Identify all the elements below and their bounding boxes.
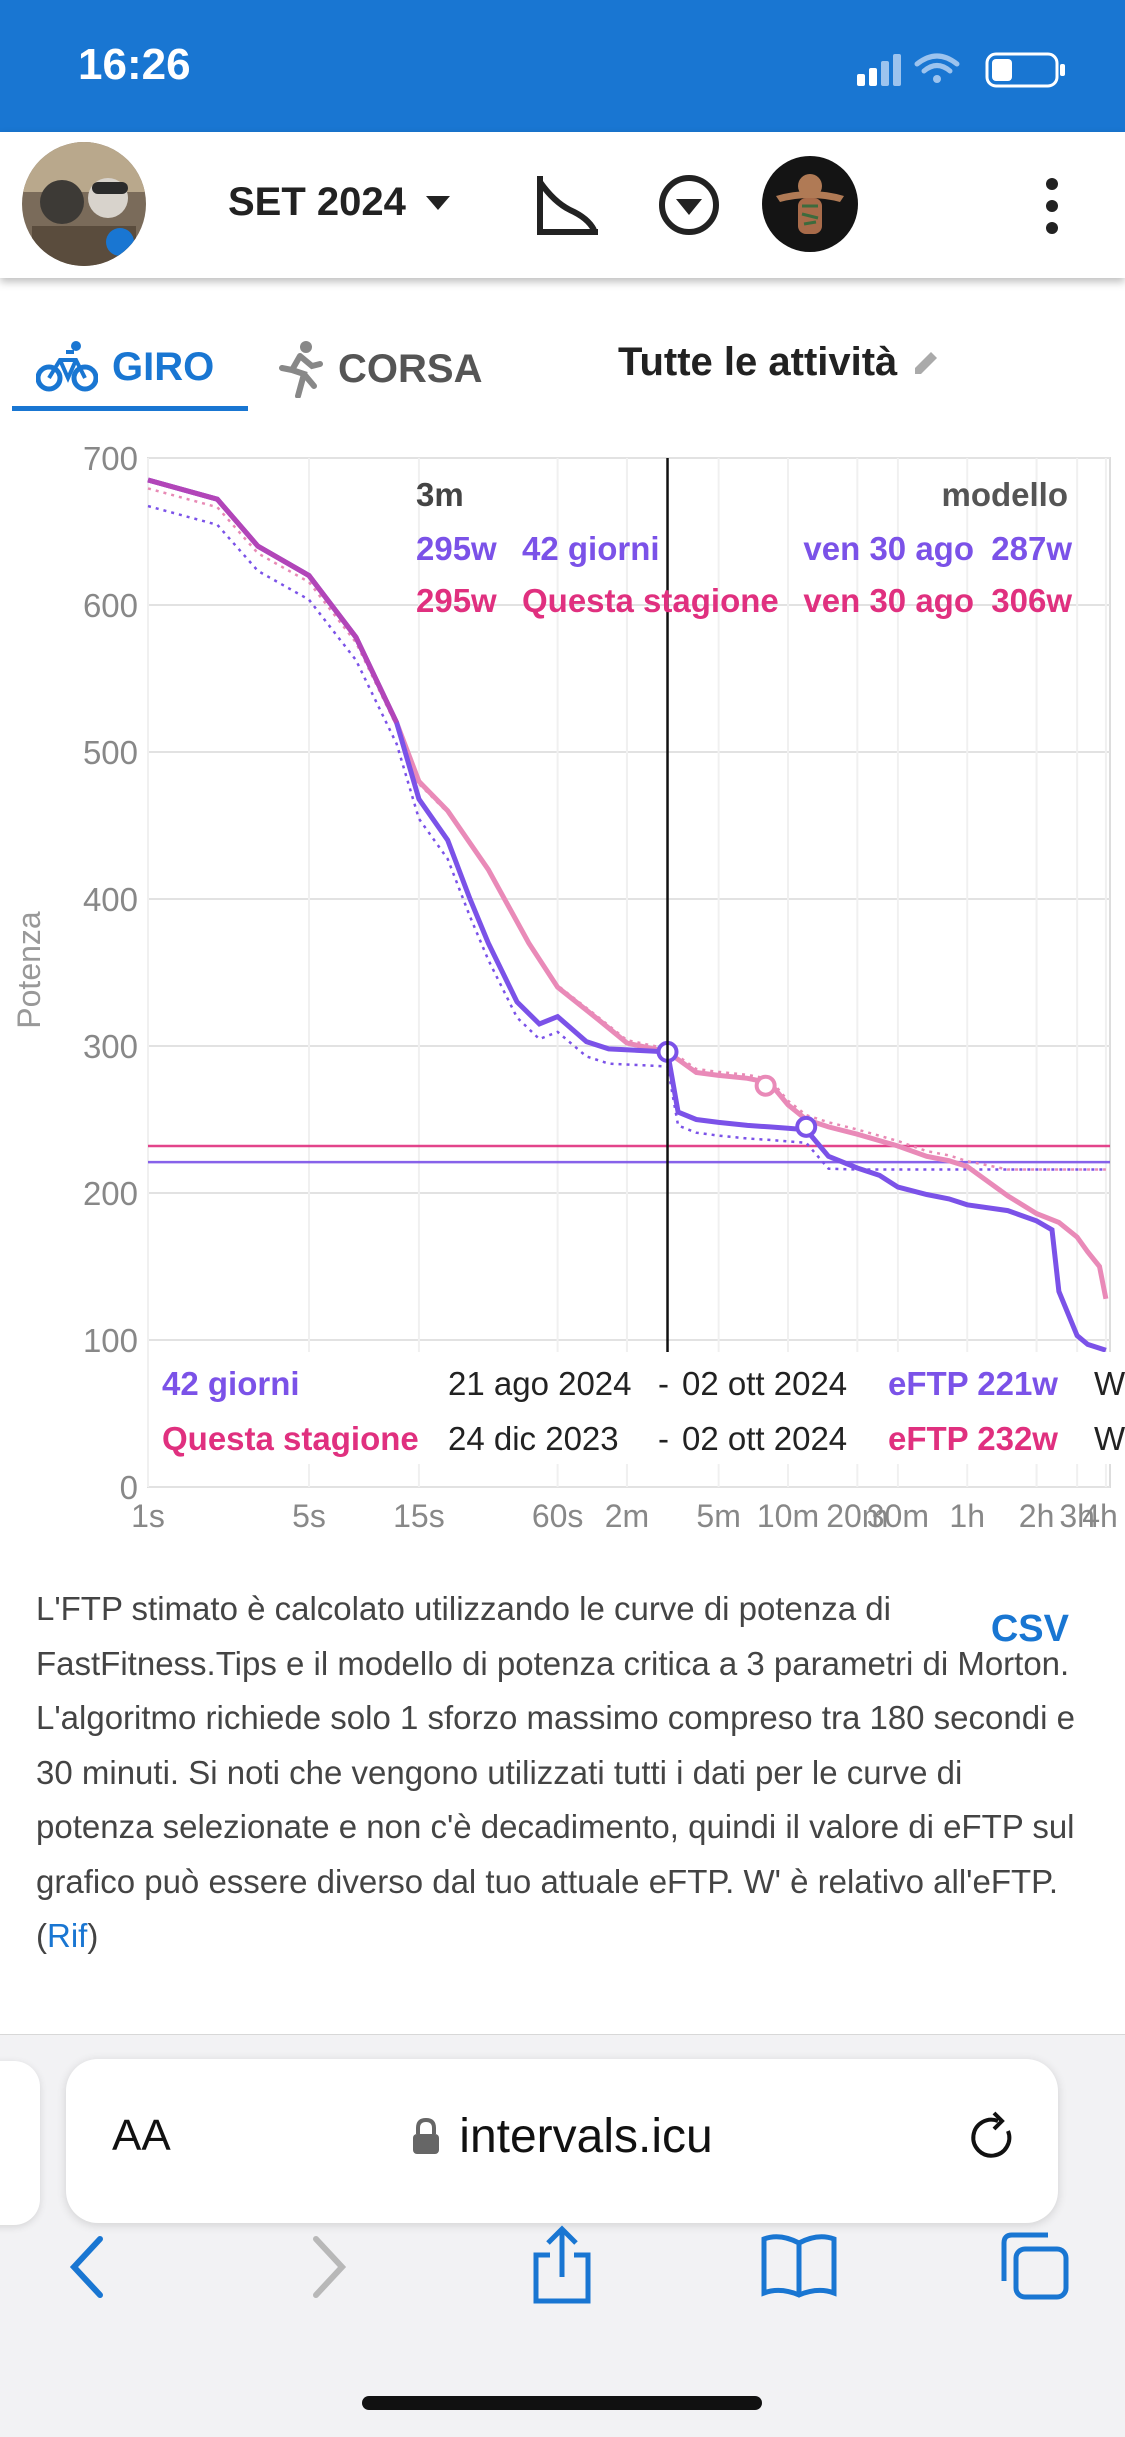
cellular-signal-icon [857, 54, 901, 86]
description-text: L'FTP stimato è calcolato utilizzando le… [36, 1590, 1075, 1954]
y-tick-label: 200 [83, 1175, 138, 1212]
text-size-button[interactable]: AA [112, 2111, 171, 2160]
month-label: SET 2024 [228, 180, 406, 224]
y-tick-label: 0 [120, 1469, 138, 1506]
cursor-duration: 3m [416, 476, 464, 513]
legend-season-start: 24 dic 2023 [448, 1420, 619, 1457]
y-tick-label: 700 [83, 440, 138, 477]
y-axis-label: Potenza [11, 911, 47, 1029]
x-tick-label: 20m [826, 1498, 888, 1534]
legend-42-name: 42 giorni [162, 1365, 300, 1402]
y-tick-label: 100 [83, 1322, 138, 1359]
x-tick-label: 5s [292, 1498, 326, 1534]
battery-icon [985, 52, 1065, 88]
month-selector[interactable]: SET 2024 [228, 180, 452, 225]
x-tick-label: 10m [757, 1498, 819, 1534]
edit-pencil-icon [915, 351, 938, 374]
legend-season-name: Questa stagione [162, 1420, 419, 1457]
cursor-row-2-date: ven 30 ago [803, 582, 974, 619]
browser-toolbar: AA intervals.icu [0, 2034, 1125, 2437]
x-tick-label: 5m [696, 1498, 740, 1534]
tab-giro-label: GIRO [112, 344, 215, 389]
url-display[interactable]: intervals.icu [66, 2109, 1058, 2164]
user-avatar[interactable] [762, 156, 858, 252]
url-text: intervals.icu [459, 2110, 713, 2163]
status-icons [855, 46, 1085, 90]
chevron-down-icon [425, 195, 450, 210]
legend-42-wprime: W [1094, 1365, 1125, 1402]
wifi-icon [914, 53, 960, 83]
effort-marker [795, 1115, 818, 1138]
x-tick-label: 4h [1082, 1498, 1118, 1534]
x-tick-label: 3h [1059, 1498, 1095, 1534]
active-tab-indicator [12, 406, 248, 411]
csv-export-link[interactable]: CSV [990, 1608, 1069, 1650]
cursor-row-2-name: Questa stagione [522, 582, 779, 619]
address-bar[interactable]: AA intervals.icu [66, 2059, 1058, 2223]
legend-season-dash: - [658, 1420, 669, 1457]
x-tick-label: 1s [131, 1498, 165, 1534]
cursor-row-2-model: 306w [991, 582, 1072, 619]
run-icon [279, 341, 323, 398]
cursor-row-2-power: 295w [416, 582, 497, 619]
tab-giro[interactable]: GIRO [36, 340, 214, 394]
shared-peak-line [147, 477, 399, 724]
profile-avatar[interactable] [22, 142, 146, 266]
activities-filter-label: Tutte le attività [618, 340, 898, 384]
legend-background [150, 1352, 1125, 1464]
cursor-row-1-name: 42 giorni [522, 530, 660, 567]
status-time: 16:26 [78, 40, 191, 89]
legend-season-eftp: eFTP 232w [888, 1420, 1058, 1457]
y-tick-label: 400 [83, 881, 138, 918]
effort-marker [754, 1074, 777, 1097]
legend-42-dash: - [658, 1365, 669, 1402]
tabs-icon[interactable] [998, 2231, 1070, 2306]
activities-filter[interactable]: Tutte le attività [618, 340, 941, 385]
bookmarks-icon[interactable] [760, 2233, 838, 2304]
x-tick-label: 2m [605, 1498, 649, 1534]
cursor-model-header: modello [941, 476, 1068, 513]
more-vertical-icon[interactable] [1040, 176, 1064, 241]
legend-42-eftp: eFTP 221w [888, 1365, 1058, 1402]
filter-dropdown-icon[interactable] [656, 172, 722, 243]
reload-icon[interactable] [968, 2111, 1018, 2172]
previous-tab-card[interactable] [0, 2061, 40, 2225]
cursor-row-1-date: ven 30 ago [803, 530, 974, 567]
share-icon[interactable] [530, 2225, 594, 2310]
y-tick-label: 600 [83, 587, 138, 624]
legend-42-end: 02 ott 2024 [682, 1365, 847, 1402]
forward-icon[interactable] [310, 2235, 350, 2304]
home-indicator [362, 2396, 762, 2410]
tab-corsa[interactable]: CORSA [278, 340, 482, 398]
power-curve-icon[interactable] [534, 172, 602, 243]
back-icon[interactable] [66, 2235, 106, 2304]
x-tick-label: 2h [1019, 1498, 1055, 1534]
x-tick-label: 30m [867, 1498, 929, 1534]
y-tick-label: 500 [83, 734, 138, 771]
x-tick-label: 1h [949, 1498, 985, 1534]
legend-42-start: 21 ago 2024 [448, 1365, 632, 1402]
x-tick-label: 60s [532, 1498, 584, 1534]
lock-icon [413, 2117, 440, 2154]
legend-season-wprime: W [1094, 1420, 1125, 1457]
y-tick-label: 300 [83, 1028, 138, 1065]
cursor-row-1-model: 287w [991, 530, 1072, 567]
sport-tabs: GIRO CORSA Tutte le attività [0, 300, 1125, 420]
description-suffix: ) [87, 1917, 99, 1954]
bike-icon [36, 341, 98, 392]
cursor-row-1-power: 295w [416, 530, 497, 567]
42-days-line [147, 477, 1107, 1353]
reference-link[interactable]: Rif [47, 1917, 88, 1954]
legend-season-end: 02 ott 2024 [682, 1420, 847, 1457]
power-curve-svg[interactable]: 0 100 200 300 400 500 600 700 1s 5s 15s 60s 2m 5m 10m… [0, 440, 1125, 1550]
power-curve-chart[interactable]: 0 100 200 300 400 500 600 700 1s 5s 15s 60s 2m 5m 10m… [0, 440, 1125, 1550]
eftp-description: L'FTP stimato è calcolato utilizzando le… [36, 1582, 1076, 1964]
x-tick-label: 15s [393, 1498, 445, 1534]
status-bar: 16:26 [0, 0, 1125, 132]
tab-corsa-label: CORSA [338, 346, 483, 391]
app-bar: SET 2024 [0, 132, 1125, 278]
